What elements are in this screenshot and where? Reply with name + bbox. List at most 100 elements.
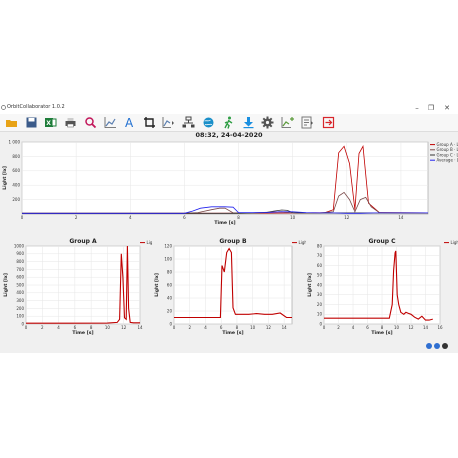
maximize-button[interactable]: ❐: [427, 104, 435, 112]
zoom-icon[interactable]: [84, 116, 97, 129]
y-tick-label: 0: [21, 321, 24, 326]
y-tick-label: 80: [167, 269, 173, 274]
series-line: [26, 245, 140, 324]
y-tick-label: 70: [317, 253, 323, 258]
y-tick-label: 700: [16, 267, 24, 272]
main-chart: 0 2 4 6 8 10 12 14 200 400 600 800 1 000 Time [s] Ligh…: [2, 139, 458, 226]
x-tick-label: 12: [266, 325, 272, 330]
info-icon[interactable]: [434, 343, 440, 349]
y-tick-label: 80: [317, 243, 323, 248]
x-axis-label: Time [s]: [371, 330, 392, 336]
x-tick-label: 6: [220, 325, 223, 330]
y-tick-label: 100: [164, 256, 172, 261]
x-tick-label: 12: [121, 325, 127, 330]
x-tick-label: 2: [337, 325, 340, 330]
save-icon[interactable]: [25, 116, 38, 129]
x-tick-label: 8: [236, 325, 239, 330]
crop-icon[interactable]: [143, 116, 156, 129]
run-icon[interactable]: [222, 116, 235, 129]
chart-title: Group C: [368, 238, 396, 245]
legend-entry: Light: [299, 240, 307, 245]
y-tick-label: 120: [164, 243, 172, 248]
y-axis-label: Light [lx]: [2, 166, 8, 190]
legend-entry: Group A · Light: [437, 142, 458, 147]
open-folder-icon[interactable]: [5, 116, 18, 129]
y-tick-label: 500: [16, 282, 24, 287]
y-tick-label: 600: [16, 275, 24, 280]
y-tick-label: 400: [12, 183, 20, 188]
x-axis-label: Time [s]: [72, 330, 93, 336]
minimize-button[interactable]: –: [415, 104, 419, 112]
x-tick-label: 8: [237, 215, 240, 220]
print-icon[interactable]: [64, 116, 77, 129]
help-icon[interactable]: [426, 343, 432, 349]
x-tick-label: 10: [290, 215, 296, 220]
y-tick-label: 10: [317, 312, 323, 317]
x-tick-label: 4: [352, 325, 355, 330]
chart-title: Group A: [69, 238, 97, 245]
y-tick-label: 60: [167, 282, 173, 287]
x-tick-label: 0: [21, 215, 24, 220]
x-tick-label: 6: [74, 325, 77, 330]
x-tick-label: 14: [282, 325, 288, 330]
x-tick-label: 10: [250, 325, 256, 330]
x-tick-label: 0: [173, 325, 176, 330]
settings-gear-icon[interactable]: [261, 116, 274, 129]
exit-icon[interactable]: [322, 116, 335, 129]
x-tick-label: 6: [366, 325, 369, 330]
y-tick-label: 30: [317, 292, 323, 297]
line-chart-icon[interactable]: [104, 116, 117, 129]
y-tick-label: 0: [169, 321, 172, 326]
close-button[interactable]: ✕: [444, 104, 450, 112]
x-tick-label: 10: [105, 325, 111, 330]
excel-export-icon[interactable]: X: [44, 116, 57, 129]
y-tick-label: 600: [12, 168, 20, 173]
y-tick-label: 40: [317, 282, 323, 287]
svg-text:A: A: [125, 116, 134, 129]
x-tick-label: 2: [188, 325, 191, 330]
font-icon[interactable]: A: [123, 116, 136, 129]
x-tick-label: 10: [394, 325, 400, 330]
download-icon[interactable]: [242, 116, 255, 129]
y-tick-label: 900: [16, 251, 24, 256]
y-tick-label: 200: [12, 197, 20, 202]
x-tick-label: 14: [423, 325, 429, 330]
x-tick-label: 14: [398, 215, 404, 220]
cursor-icon[interactable]: [442, 343, 448, 349]
x-tick-label: 12: [344, 215, 350, 220]
y-tick-label: 0: [319, 321, 322, 326]
app-logo-icon: [1, 105, 6, 110]
series-line: [22, 144, 429, 214]
chart-edit-icon[interactable]: [301, 116, 314, 129]
x-tick-label: 8: [381, 325, 384, 330]
x-tick-label: 8: [90, 325, 93, 330]
timestamp-label: 08:32, 24-04-2020: [195, 131, 263, 139]
series-line: [324, 250, 433, 321]
globe-icon[interactable]: [202, 116, 215, 129]
x-tick-label: 12: [408, 325, 414, 330]
y-tick-label: 100: [16, 314, 24, 319]
group-a-chart: 0 2 4 6 8 10 12 14 0 100 200 300 400 500 600 700 800 900 1…: [3, 238, 153, 336]
series-line: [22, 206, 428, 214]
legend-entry: Group C · Light: [437, 152, 458, 157]
y-tick-label: 1000: [14, 243, 25, 248]
x-tick-label: 2: [41, 325, 44, 330]
x-axis-label: Time [s]: [214, 220, 235, 226]
y-tick-label: 800: [16, 259, 24, 264]
x-tick-label: 4: [204, 325, 207, 330]
legend-entry: Average · Light: [437, 158, 458, 163]
y-tick-label: 40: [167, 295, 173, 300]
chart-add-icon[interactable]: [281, 116, 294, 129]
x-tick-label: 14: [137, 325, 143, 330]
x-tick-label: 4: [129, 215, 132, 220]
x-axis-label: Time [s]: [222, 330, 243, 336]
chart-options-icon[interactable]: [162, 116, 175, 129]
y-tick-label: 20: [317, 302, 323, 307]
x-tick-label: 0: [25, 325, 28, 330]
legend-entry: Light: [147, 240, 153, 245]
network-icon[interactable]: [182, 116, 195, 129]
y-axis-label: Light [lx]: [154, 273, 160, 297]
legend-entry: Group B · Light: [437, 147, 458, 152]
y-tick-label: 200: [16, 306, 24, 311]
